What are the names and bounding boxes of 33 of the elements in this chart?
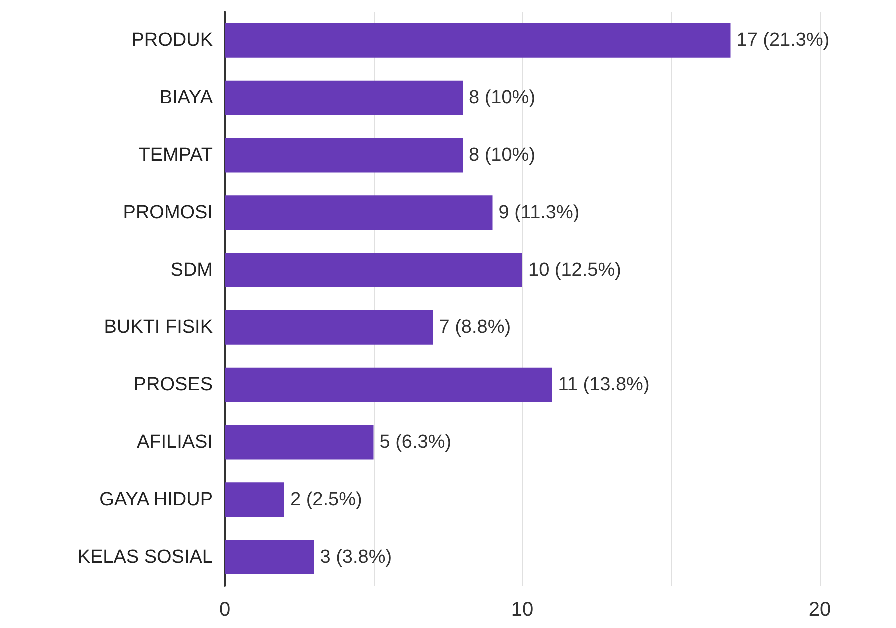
bar (225, 253, 522, 288)
y-tick-label: PRODUK (132, 30, 214, 52)
data-label: 3 (3.8%) (320, 546, 392, 568)
data-label: 8 (10%) (469, 145, 536, 166)
x-tick-label: 10 (511, 599, 534, 621)
y-tick-label: SDM (170, 260, 213, 281)
data-label: 7 (8.8%) (439, 317, 512, 338)
x-tick-label: 20 (808, 599, 832, 621)
y-tick-label: AFILIASI (136, 432, 213, 453)
y-tick-label: BIAYA (160, 88, 214, 109)
data-label: 5 (6.3%) (380, 432, 452, 453)
bar (225, 138, 463, 173)
y-tick-label: KELAS SOSIAL (78, 546, 213, 568)
bar (225, 196, 493, 230)
bar (225, 310, 434, 345)
data-label: 10 (12.5%) (528, 260, 622, 281)
data-label: 8 (10%) (469, 88, 536, 109)
data-label: 9 (11.3%) (498, 202, 580, 224)
data-label: 17 (21.3%) (736, 30, 830, 52)
y-tick-label: PROSES (134, 374, 213, 396)
bar (225, 425, 374, 460)
bar (225, 23, 731, 58)
bar (225, 482, 284, 518)
y-tick-label: GAYA HIDUP (100, 489, 213, 510)
bar (225, 80, 463, 116)
y-tick-label: PROMOSI (123, 202, 213, 224)
bar (225, 368, 552, 402)
data-label: 2 (2.5%) (290, 489, 362, 510)
bar (225, 540, 314, 575)
data-label: 11 (13.8%) (558, 374, 650, 396)
y-tick-label: TEMPAT (138, 145, 214, 166)
y-tick-label: BUKTI FISIK (104, 317, 214, 338)
x-tick-label: 0 (219, 599, 231, 621)
